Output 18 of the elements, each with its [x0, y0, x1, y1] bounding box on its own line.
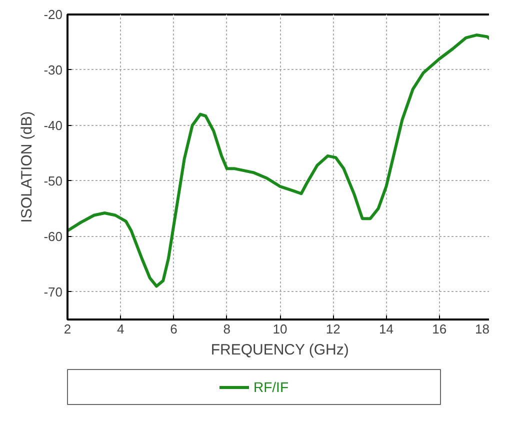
y-tick-label: -60 [44, 228, 63, 244]
y-tick-label: -70 [44, 284, 63, 300]
x-tick-label: 2 [64, 322, 72, 336]
x-tick-label: 6 [170, 322, 178, 336]
y-tick-label: -20 [44, 7, 63, 22]
y-tick-label: -50 [44, 173, 63, 188]
x-axis-title: FREQUENCY (GHz) [210, 342, 349, 358]
x-tick-label: 12 [326, 322, 340, 336]
x-tick-label: 18 [475, 322, 490, 336]
x-tick-label: 4 [117, 322, 124, 336]
x-tick-label: 8 [223, 322, 230, 336]
y-tick-label: -40 [44, 118, 63, 133]
x-tick-label: 16 [432, 322, 447, 336]
x-tick-label: 10 [272, 322, 288, 336]
y-axis-title: ISOLATION (dB) [18, 111, 36, 223]
x-tick-label: 14 [379, 322, 394, 336]
legend-label: RF/IF [254, 379, 288, 395]
y-tick-label: -30 [44, 62, 63, 78]
